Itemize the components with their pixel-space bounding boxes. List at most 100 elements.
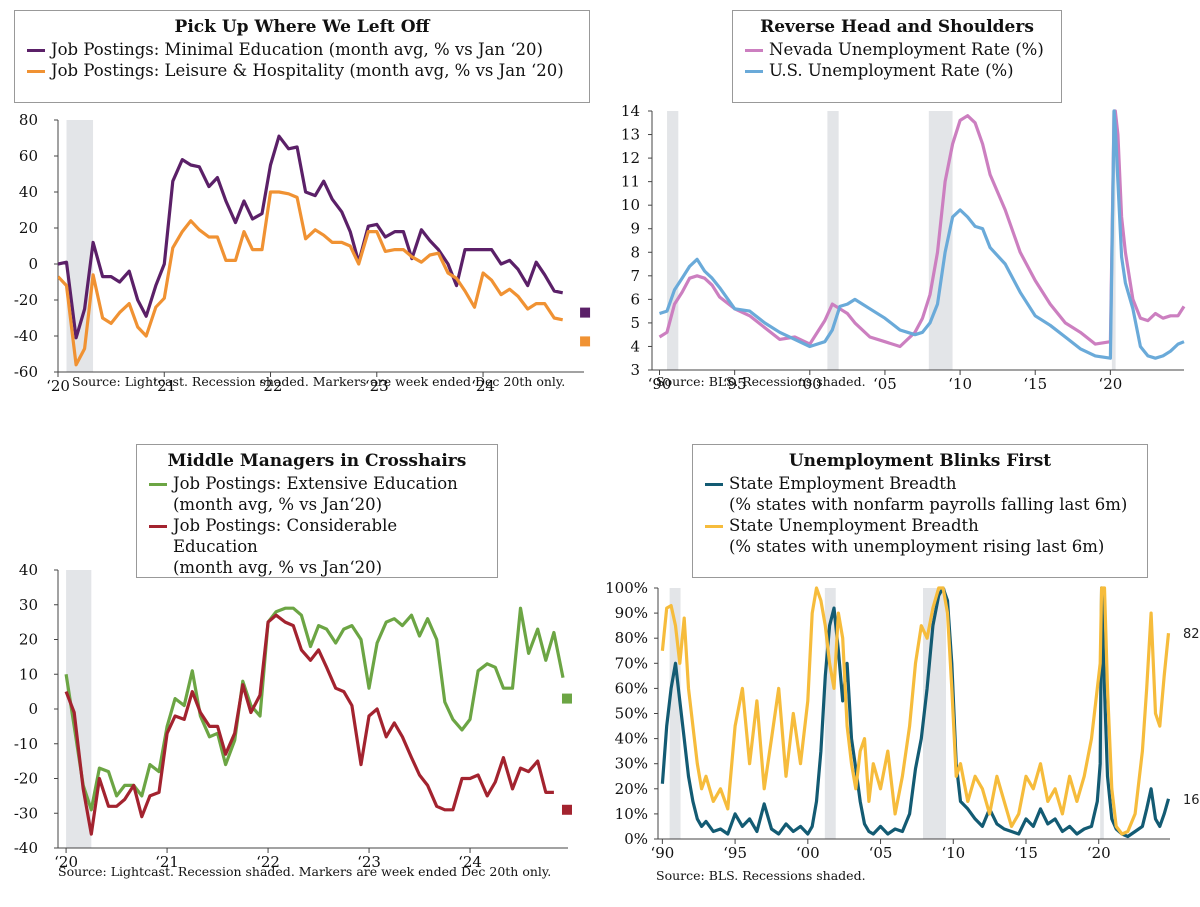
chart-3-source: Source: Lightcast. Recession shaded. Mar… bbox=[58, 864, 552, 879]
y-tick-label: 10% bbox=[615, 805, 648, 823]
legend-swatch bbox=[745, 70, 763, 73]
y-tick-label: 100% bbox=[605, 579, 648, 597]
legend-swatch bbox=[705, 483, 723, 486]
legend-box-4: Unemployment Blinks First State Employme… bbox=[692, 444, 1148, 578]
legend-item-nevada: Nevada Unemployment Rate (%) bbox=[745, 39, 1049, 60]
series-line-1 bbox=[658, 109, 1186, 349]
series-line-2 bbox=[58, 190, 564, 367]
legend-item-us: U.S. Unemployment Rate (%) bbox=[745, 60, 1049, 81]
y-tick-label: -40 bbox=[14, 839, 38, 857]
x-tick-label: ‘24 bbox=[458, 853, 482, 871]
x-tick-label: ‘20 bbox=[46, 377, 70, 395]
week-marker-2 bbox=[580, 336, 591, 347]
y-tick-label: 40% bbox=[615, 730, 648, 748]
y-tick-label: 12 bbox=[621, 149, 640, 167]
y-tick-label: 5 bbox=[630, 314, 640, 332]
week-marker-2 bbox=[561, 804, 572, 815]
y-tick-label: 30 bbox=[19, 596, 38, 614]
y-tick-label: -10 bbox=[14, 735, 38, 753]
x-tick-label: ‘20 bbox=[1098, 375, 1122, 393]
y-tick-label: 70% bbox=[615, 654, 648, 672]
legend-swatch bbox=[705, 525, 723, 528]
y-tick-label: 80% bbox=[615, 629, 648, 647]
series-line-1 bbox=[58, 134, 564, 340]
y-tick-label: 50% bbox=[615, 705, 648, 723]
legend-item-unemployment-breadth: State Unemployment Breadth (% states wit… bbox=[705, 515, 1135, 557]
recession-shade bbox=[667, 111, 679, 370]
y-tick-label: -30 bbox=[14, 804, 38, 822]
x-tick-label: ‘22 bbox=[259, 377, 283, 395]
y-tick-label: 90% bbox=[615, 604, 648, 622]
x-tick-label: ‘20 bbox=[54, 853, 78, 871]
y-tick-label: 10 bbox=[621, 196, 640, 214]
chart-1-title: Pick Up Where We Left Off bbox=[174, 17, 430, 37]
chart-panel-3: 40 30 20 10 0 -10 -20 -30 -40 ‘20 ‘21 ‘22 ‘23 ‘24 Mid… bbox=[0, 440, 600, 907]
legend-item-considerable-education: Job Postings: Considerable Education (mo… bbox=[149, 515, 485, 578]
y-tick-label: 6 bbox=[630, 290, 640, 308]
y-tick-label: 11 bbox=[621, 173, 640, 191]
x-tick-label: ‘24 bbox=[471, 377, 495, 395]
y-tick-label: 80 bbox=[19, 111, 38, 129]
legend-item-employment-breadth: State Employment Breadth (% states with … bbox=[705, 473, 1135, 515]
y-tick-label: 0 bbox=[28, 255, 38, 273]
chart-4-source: Source: BLS. Recessions shaded. bbox=[656, 868, 866, 883]
y-tick-label: 13 bbox=[621, 126, 640, 144]
recession-shade bbox=[827, 111, 839, 370]
x-tick-label: ‘15 bbox=[1014, 844, 1038, 862]
recession-shade bbox=[66, 120, 94, 372]
recession-shade bbox=[824, 588, 836, 839]
x-tick-label: ‘00 bbox=[798, 375, 822, 393]
legend-box-3: Middle Managers in Crosshairs Job Postin… bbox=[136, 444, 498, 578]
x-tick-label: ‘10 bbox=[948, 375, 972, 393]
end-value-label: 82% bbox=[1183, 627, 1200, 642]
legend-swatch bbox=[149, 525, 167, 528]
chart-panel-1: 80 60 40 20 0 -20 -40 -60 ‘20 ‘21 ‘22 ‘23 ‘24 Pick U… bbox=[0, 0, 600, 440]
recession-shade bbox=[923, 588, 946, 839]
x-tick-label: ‘95 bbox=[723, 844, 747, 862]
legend-swatch bbox=[27, 49, 45, 52]
y-tick-label: 20 bbox=[19, 631, 38, 649]
x-tick-label: ‘21 bbox=[155, 853, 179, 871]
y-tick-label: 40 bbox=[19, 183, 38, 201]
x-tick-label: ‘00 bbox=[796, 844, 820, 862]
recession-shade bbox=[669, 588, 681, 839]
x-tick-label: ‘90 bbox=[650, 844, 674, 862]
x-tick-label: ‘21 bbox=[152, 377, 176, 395]
x-tick-label: ‘05 bbox=[873, 375, 897, 393]
legend-swatch bbox=[27, 70, 45, 73]
y-tick-label: 30% bbox=[615, 755, 648, 773]
y-tick-label: 7 bbox=[630, 267, 640, 285]
legend-swatch bbox=[745, 49, 763, 52]
y-tick-label: -60 bbox=[14, 363, 38, 381]
series-line-1 bbox=[64, 606, 565, 812]
y-tick-label: 3 bbox=[630, 361, 640, 379]
chart-1-source: Source: Lightcast. Recession shaded. Mar… bbox=[72, 374, 566, 389]
y-tick-label: 8 bbox=[630, 243, 640, 261]
chart-2-svg: 14 13 12 11 10 9 8 7 6 5 4 3 ‘90 ‘95 ‘00 ‘05 ‘10 ‘15 ‘20 bbox=[621, 102, 1186, 393]
y-tick-label: -20 bbox=[14, 291, 38, 309]
chart-1-svg: 80 60 40 20 0 -20 -40 -60 ‘20 ‘21 ‘22 ‘23 ‘24 bbox=[14, 111, 591, 395]
y-tick-label: 0% bbox=[624, 830, 648, 848]
y-tick-label: 4 bbox=[630, 337, 640, 355]
chart-4-svg: 100% 90% 80% 70% 60% 50% 40% 30% 20% 10% 0%‘90 ‘95 ‘… bbox=[605, 579, 1200, 862]
x-tick-label: ‘05 bbox=[869, 844, 893, 862]
y-tick-label: 14 bbox=[621, 102, 640, 120]
legend-item-minimal-education: Job Postings: Minimal Education (month a… bbox=[27, 39, 577, 60]
chart-2-source: Source: BLS. Recessions shaded. bbox=[656, 374, 866, 389]
legend-item-leisure-hospitality: Job Postings: Leisure & Hospitality (mon… bbox=[27, 60, 577, 81]
x-tick-label: ‘23 bbox=[365, 377, 389, 395]
y-tick-label: 60 bbox=[19, 147, 38, 165]
y-tick-label: 10 bbox=[19, 665, 38, 683]
x-tick-label: ‘23 bbox=[357, 853, 381, 871]
series-line-2 bbox=[660, 586, 1171, 836]
y-tick-label: 9 bbox=[630, 220, 640, 238]
y-tick-label: 60% bbox=[615, 679, 648, 697]
y-tick-label: -40 bbox=[14, 327, 38, 345]
chart-3-svg: 40 30 20 10 0 -10 -20 -30 -40 ‘20 ‘21 ‘22 ‘23 ‘24 bbox=[14, 561, 572, 871]
y-tick-label: 40 bbox=[19, 561, 38, 579]
x-tick-label: ‘95 bbox=[723, 375, 747, 393]
y-tick-label: 20 bbox=[19, 219, 38, 237]
y-tick-label: 0 bbox=[28, 700, 38, 718]
chart-panel-4: 100% 90% 80% 70% 60% 50% 40% 30% 20% 10% 0% ‘90 ‘95 ‘… bbox=[600, 440, 1200, 907]
legend-swatch bbox=[149, 483, 167, 486]
